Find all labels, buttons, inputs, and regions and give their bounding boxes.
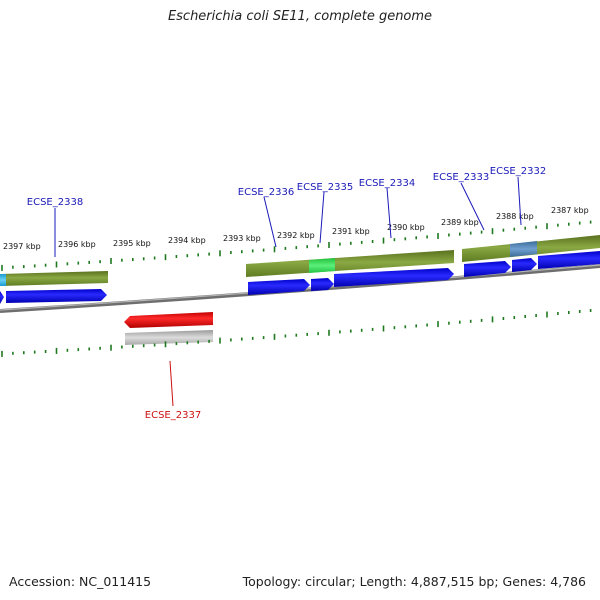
scale-ticks-lower [1, 309, 592, 357]
gene-labels: ECSE_2338 ECSE_2336 ECSE_2335 ECSE_2334 … [27, 166, 546, 421]
scale-ticks-upper [1, 220, 592, 271]
gene-band [246, 250, 454, 277]
cds-arrow [512, 258, 537, 272]
cds-arrow [334, 268, 454, 287]
accession-text: Accession: NC_011415 [9, 574, 152, 589]
gene-label-ecse-2334: ECSE_2334 [359, 178, 415, 189]
forward-cds-arrows [0, 251, 600, 304]
scale-label: 2397 kbp [3, 242, 41, 251]
gene-band [0, 271, 108, 286]
map-title: Escherichia coli SE11, complete genome [167, 9, 433, 24]
scale-label: 2393 kbp [223, 234, 261, 243]
scale-label: 2387 kbp [551, 206, 589, 215]
scale-labels: 2397 kbp 2396 kbp 2395 kbp 2394 kbp 2393… [3, 206, 589, 251]
reverse-features [124, 312, 213, 345]
scale-label: 2394 kbp [168, 236, 206, 245]
gene-label-ecse-2335: ECSE_2335 [297, 182, 353, 193]
scale-label: 2392 kbp [277, 231, 315, 240]
gene-label-ecse-2333: ECSE_2333 [433, 172, 489, 183]
gene-label-ecse-2332: ECSE_2332 [490, 166, 546, 177]
gene-band-highlight-green [309, 258, 335, 273]
forward-gene-bands [0, 235, 600, 286]
gene-label-ecse-2337: ECSE_2337 [145, 410, 201, 421]
cds-arrow [538, 251, 600, 269]
scale-label: 2389 kbp [441, 218, 479, 227]
leader-line-ecse-2333 [460, 182, 485, 231]
cds-arrow [0, 291, 4, 304]
scale-label: 2395 kbp [113, 239, 151, 248]
scale-label: 2390 kbp [387, 223, 425, 232]
gene-label-ecse-2336: ECSE_2336 [238, 187, 294, 198]
cds-arrow-reverse [124, 312, 213, 328]
leader-line-ecse-2336 [263, 196, 277, 248]
gene-band-highlight-blue [510, 241, 537, 257]
leader-line-ecse-2337 [169, 360, 174, 407]
scale-label: 2396 kbp [58, 240, 96, 249]
gene-label-leaders [54, 176, 522, 407]
cds-arrow [248, 279, 310, 295]
cds-arrow [311, 278, 334, 291]
gene-band-highlight-cyan [0, 274, 6, 286]
cds-arrow [6, 289, 107, 303]
leader-line-ecse-2332 [517, 176, 522, 226]
scale-label: 2391 kbp [332, 227, 370, 236]
cds-arrow [464, 261, 511, 277]
gene-band-reverse [125, 330, 213, 345]
gene-label-ecse-2338: ECSE_2338 [27, 197, 83, 208]
topology-text: Topology: circular; Length: 4,887,515 bp… [242, 574, 586, 589]
scale-label: 2388 kbp [496, 212, 534, 221]
leader-line-ecse-2335 [319, 191, 325, 244]
leader-line-ecse-2334 [386, 187, 392, 239]
